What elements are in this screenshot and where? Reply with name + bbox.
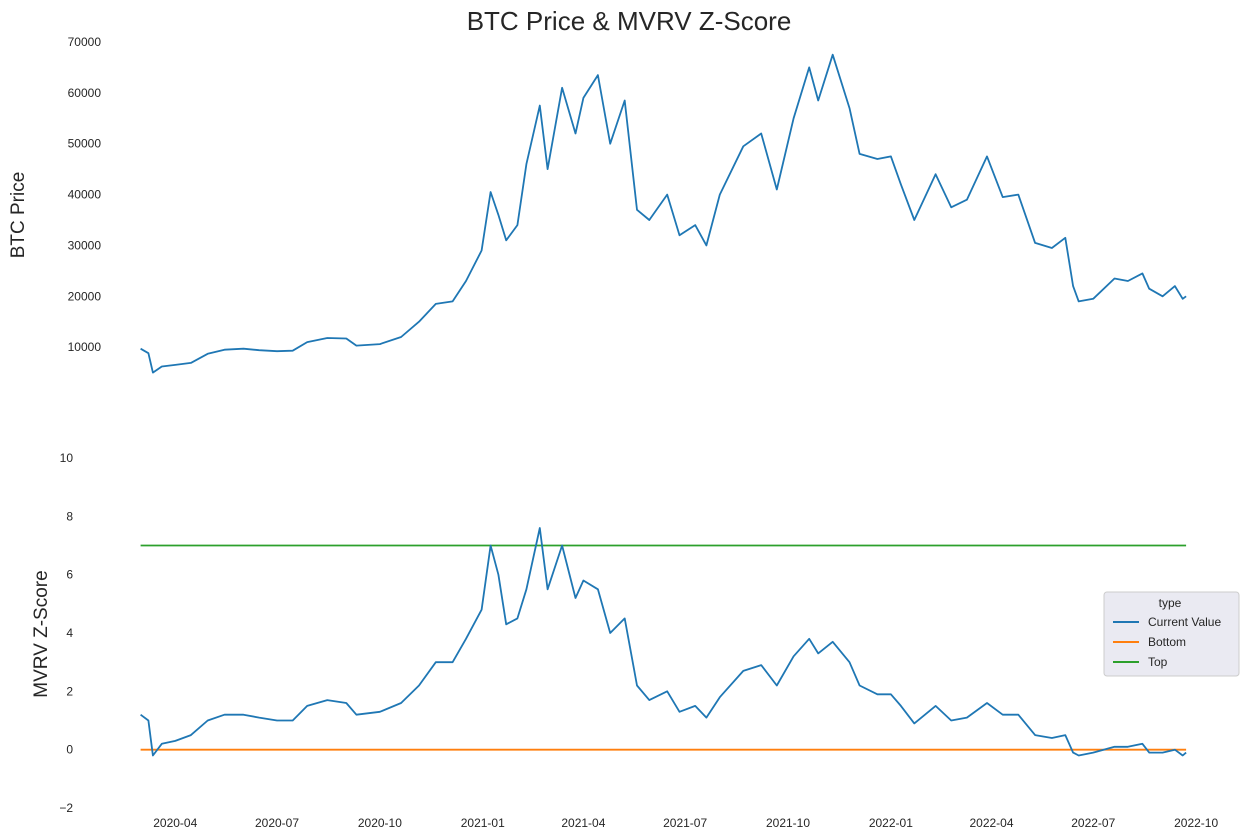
legend-title: type (1159, 596, 1182, 610)
x-tick-label: 2021-04 (561, 816, 605, 830)
bottom-y-tick-label: 2 (66, 684, 73, 698)
bottom-y-tick-label: 0 (66, 743, 73, 757)
x-tick-label: 2022-07 (1071, 816, 1115, 830)
legend-box (1103, 591, 1240, 677)
bottom-y-ticks: −2 0 2 4 6 8 10 (59, 451, 73, 815)
btc-price-series-line (140, 53, 1187, 374)
bottom-y-tick-label: 8 (66, 509, 73, 523)
top-plot-area (140, 53, 1187, 374)
bottom-y-axis-label: MVRV Z-Score (31, 570, 52, 697)
top-y-tick-label: 20000 (68, 289, 102, 303)
top-y-tick-label: 10000 (68, 340, 102, 354)
legend: type Current Value Bottom Top (1103, 591, 1240, 677)
x-tick-label: 2020-10 (358, 816, 402, 830)
bottom-y-tick-label: −2 (59, 801, 73, 815)
x-axis-ticks: 2020-04 2020-07 2020-10 2021-01 2021-04 2021-… (153, 816, 1218, 830)
bottom-y-tick-label: 6 (66, 568, 73, 582)
top-y-tick-label: 70000 (68, 35, 102, 49)
top-y-ticks: 10000 20000 30000 40000 50000 60000 70000 (68, 35, 102, 354)
legend-label: Bottom (1148, 635, 1186, 649)
x-tick-label: 2022-10 (1174, 816, 1218, 830)
top-y-tick-label: 50000 (68, 137, 102, 151)
top-y-tick-label: 40000 (68, 188, 102, 202)
x-tick-label: 2022-04 (969, 816, 1013, 830)
mvrv-current-value-line (140, 527, 1187, 757)
legend-label: Current Value (1148, 615, 1221, 629)
x-tick-label: 2020-07 (255, 816, 299, 830)
x-tick-label: 2021-10 (766, 816, 810, 830)
x-tick-label: 2020-04 (153, 816, 197, 830)
top-y-axis-label: BTC Price (8, 172, 29, 259)
bottom-y-tick-label: 4 (66, 626, 73, 640)
bottom-plot-area (140, 527, 1187, 757)
top-y-tick-label: 30000 (68, 238, 102, 252)
x-tick-label: 2022-01 (869, 816, 913, 830)
x-tick-label: 2021-07 (663, 816, 707, 830)
legend-label: Top (1148, 655, 1168, 669)
x-tick-label: 2021-01 (461, 816, 505, 830)
bottom-y-tick-label: 10 (60, 451, 74, 465)
chart-title: BTC Price & MVRV Z-Score (467, 6, 792, 36)
top-y-tick-label: 60000 (68, 86, 102, 100)
